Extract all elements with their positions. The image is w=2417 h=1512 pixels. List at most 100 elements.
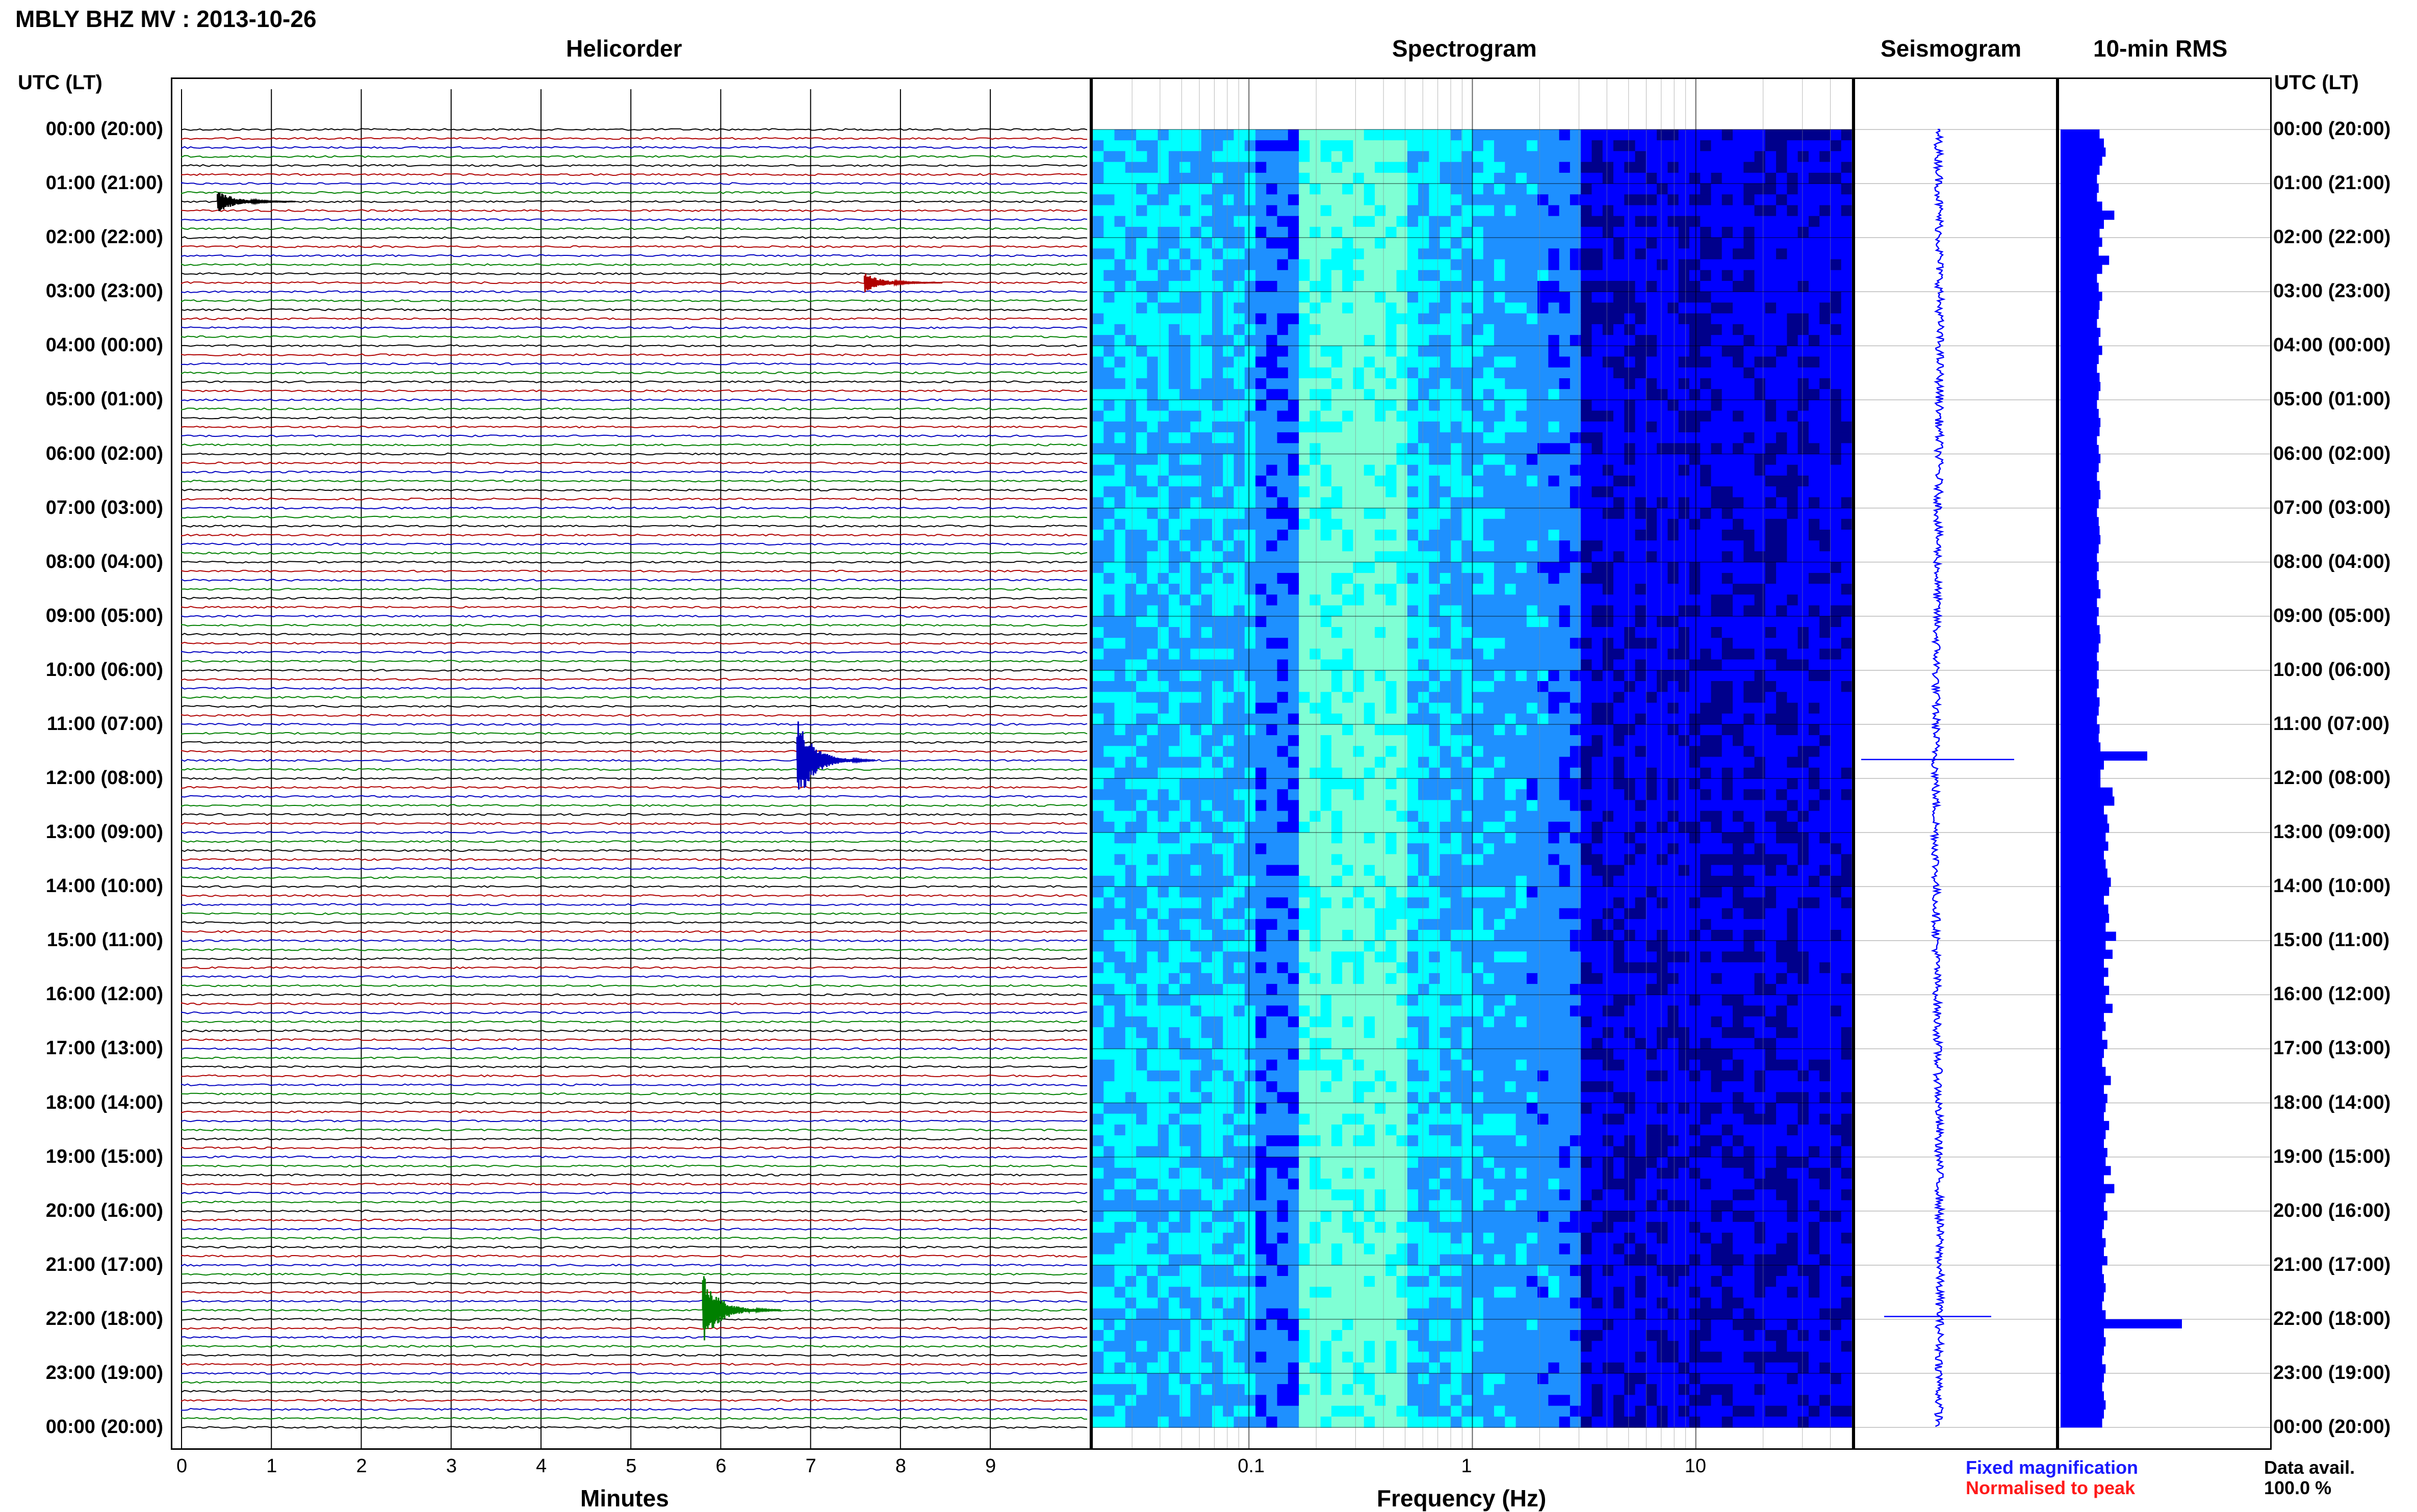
spectrogram-cell [1570,303,1581,314]
spectrogram-cell [1613,140,1625,151]
spectrogram-cell [1223,443,1234,454]
spectrogram-cell [1743,303,1755,314]
spectrogram-cell [1212,789,1223,800]
spectrogram-cell [1147,411,1158,422]
spectrogram-cell [1125,314,1137,325]
spectrogram-cell [1743,746,1755,757]
spectrogram-cell [1103,411,1115,422]
spectrogram-cell [1537,259,1549,271]
spectrogram-cell [1169,551,1180,562]
spectrogram-cell [1147,800,1158,811]
spectrogram-cell [1418,735,1429,746]
spectrogram-cell [1841,746,1852,757]
spectrogram-cell [1635,400,1647,411]
spectrogram-cell [1169,486,1180,498]
spectrogram-cell [1743,368,1755,379]
spectrogram-cell [1559,616,1571,628]
spectrogram-cell [1245,843,1256,854]
spectrogram-cell [1331,692,1343,703]
spectrogram-cell [1309,768,1321,779]
spectrogram-cell [1570,184,1581,195]
spectrogram-cell [1841,140,1852,151]
spectrogram-cell [1831,714,1842,725]
spectrogram-cell [1592,508,1603,519]
spectrogram-cell [1397,432,1408,444]
spectrogram-cell [1646,184,1657,195]
spectrogram-cell [1787,432,1798,444]
spectrogram-cell [1765,162,1777,173]
spectrogram-cell [1516,248,1527,259]
spectrogram-cell [1353,811,1365,822]
spectrogram-cell [1331,660,1343,671]
spectrogram-cell [1147,519,1158,530]
spectrogram-cell [1527,606,1538,617]
spectrogram-cell [1277,205,1289,217]
spectrogram-cell [1288,811,1299,822]
spectrogram-cell [1385,854,1397,866]
helicorder-trace [182,868,1087,870]
spectrogram-cell [1266,216,1277,227]
spectrogram-cell [1299,648,1310,660]
spectrogram-cell [1190,540,1201,552]
helicorder-trace [182,606,1087,608]
spectrogram-cell [1353,194,1365,205]
spectrogram-cell [1331,151,1343,162]
spectrogram-cell [1765,843,1777,854]
spectrogram-cell [1277,227,1289,238]
spectrogram-cell [1711,778,1722,790]
spectrogram-cell [1548,778,1559,790]
spectrogram-cell [1624,292,1635,303]
spectrogram-cell [1667,432,1679,444]
spectrogram-cell [1473,594,1484,606]
spectrogram-cell [1093,411,1104,422]
spectrogram-cell [1765,638,1777,649]
time-label-left: 16:00 (12:00) [15,983,163,1005]
spectrogram-cell [1364,314,1375,325]
spectrogram-cell [1755,454,1766,465]
spectrogram-cell [1418,443,1429,454]
spectrogram-cell [1809,378,1820,389]
spectrogram-cell [1776,854,1787,866]
spectrogram-cell [1776,594,1787,606]
spectrogram-cell [1158,703,1169,714]
spectrogram-cell [1537,194,1549,205]
spectrogram-cell [1819,129,1831,141]
spectrogram-cell [1212,411,1223,422]
spectrogram-cell [1375,324,1386,335]
spectrogram-cell [1755,670,1766,682]
spectrogram-cell [1309,227,1321,238]
spectrogram-cell [1201,324,1213,335]
spectrogram-cell [1429,800,1440,811]
spectrogram-cell [1700,411,1711,422]
spectrogram-cell [1147,238,1158,249]
spectrogram-cell [1483,173,1495,184]
spectrogram-cell [1646,627,1657,638]
spectrogram-cell [1798,454,1809,465]
spectrogram-cell [1451,703,1462,714]
spectrogram-cell [1364,508,1375,519]
spectrogram-cell [1093,497,1104,508]
spectrogram-cell [1603,735,1614,746]
spectrogram-cell [1266,476,1277,487]
spectrogram-cell [1103,854,1115,866]
spectrogram-cell [1733,551,1744,562]
spectrogram-cell [1385,746,1397,757]
spectrogram-cell [1711,584,1722,595]
spectrogram-cell [1266,303,1277,314]
spectrogram-cell [1841,259,1852,271]
spectrogram-cell [1451,432,1462,444]
spectrogram-cell [1733,184,1744,195]
spectrogram-cell [1461,486,1473,498]
spectrogram-cell [1548,140,1559,151]
spectrogram-cell [1537,854,1549,866]
spectrogram-cell [1635,238,1647,249]
spectrogram-cell [1776,454,1787,465]
spectrogram-cell [1689,843,1701,854]
spectrogram-cell [1603,714,1614,725]
spectrogram-cell [1125,454,1137,465]
spectrogram-cell [1667,248,1679,259]
spectrogram-cell [1461,335,1473,346]
spectrogram-cell [1711,822,1722,833]
spectrogram-cell [1667,724,1679,736]
spectrogram-cell [1309,681,1321,692]
